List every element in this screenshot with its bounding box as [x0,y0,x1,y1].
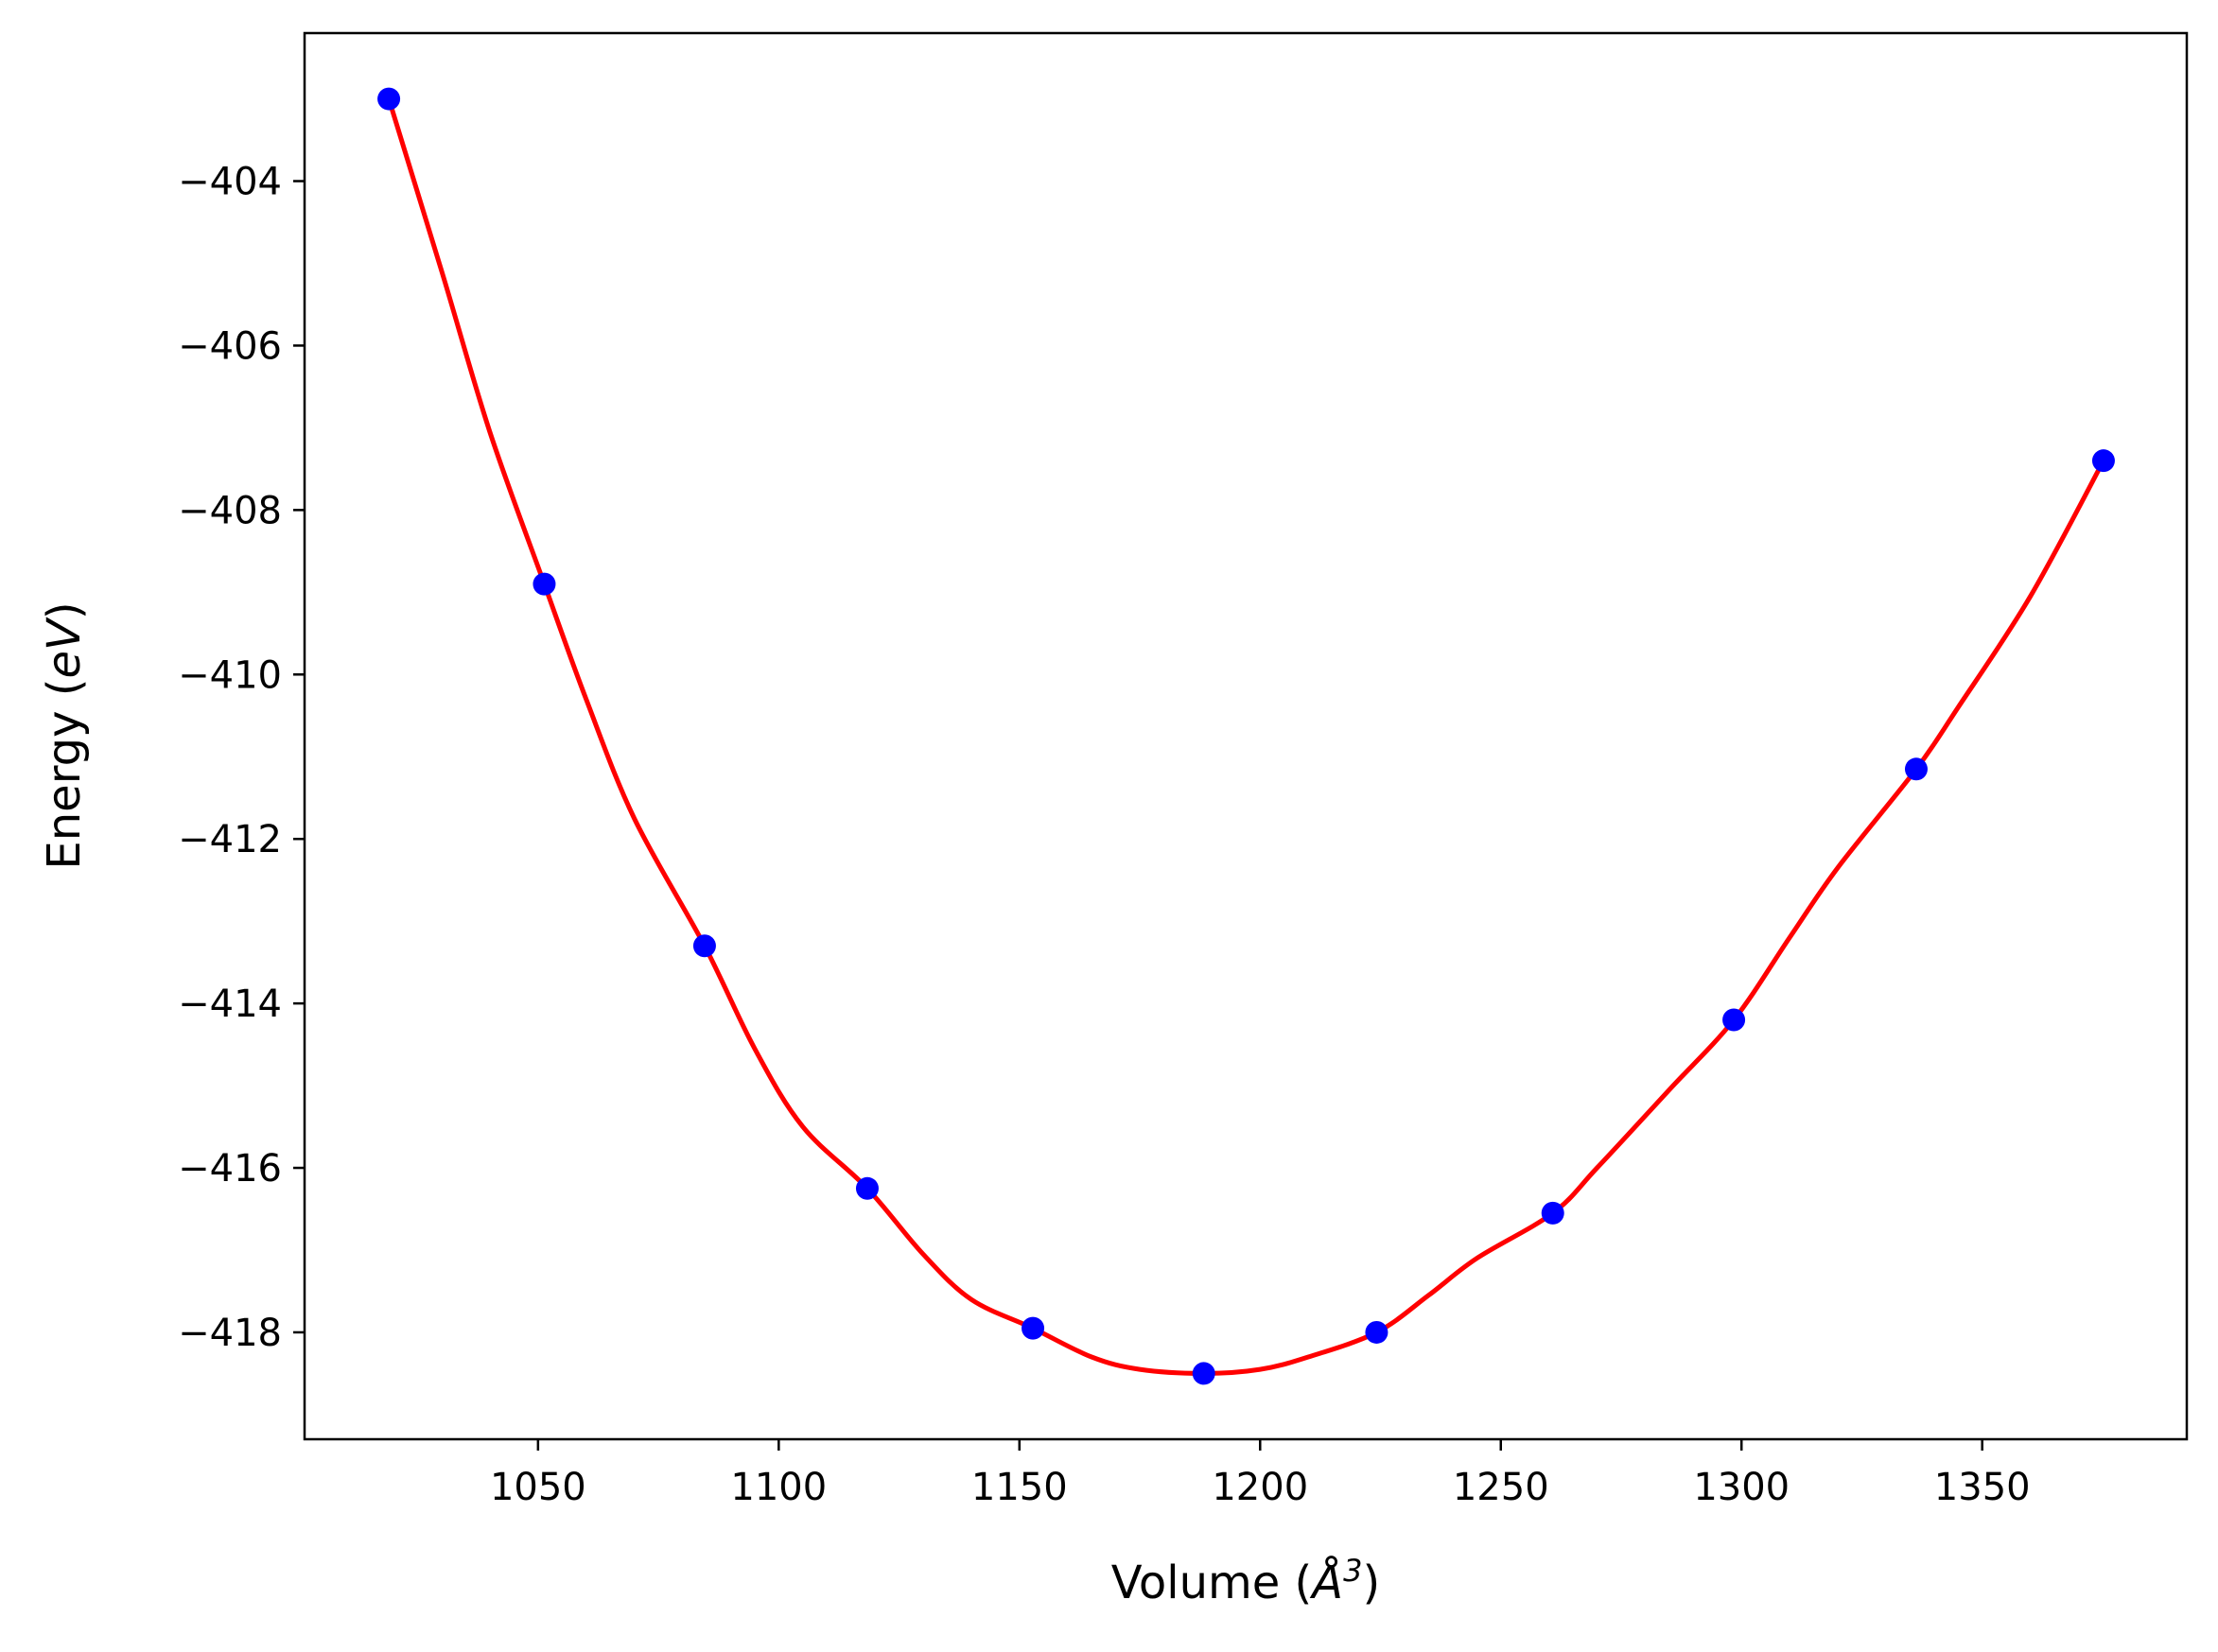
x-axis-label: Volume (Å3) [1111,1553,1380,1609]
y-tick-label: −414 [178,983,282,1026]
y-tick-label: −412 [178,818,282,861]
y-axis: −404 −406 −408 −410 −412 −414 −416 −418 [178,161,305,1355]
x-tick-label: 1300 [1693,1466,1790,1509]
y-tick-label: −404 [178,161,282,204]
data-point [1022,1316,1045,1340]
data-point [692,934,716,958]
data-point [1722,1008,1746,1032]
data-point [1365,1320,1388,1344]
data-point [855,1176,879,1200]
x-tick-label: 1100 [730,1466,827,1509]
data-points-layer [377,87,2115,1385]
data-point [533,572,556,596]
data-point [2091,449,2115,473]
y-tick-label: −406 [178,324,282,368]
plot-frame [303,31,2189,1441]
y-axis-label: Energy (eV) [38,601,91,869]
y-tick-label: −408 [178,489,282,532]
x-tick-label: 1200 [1212,1466,1308,1509]
y-tick-label: −418 [178,1312,282,1355]
x-tick-label: 1250 [1453,1466,1549,1509]
y-tick-label: −410 [178,653,282,697]
x-axis: 1050 1100 1150 1200 1250 1300 1350 [490,1439,2031,1509]
data-point [1904,757,1928,781]
data-point [1541,1201,1564,1225]
data-point [377,87,401,111]
x-tick-label: 1150 [971,1466,1068,1509]
x-tick-label: 1050 [490,1466,586,1509]
fit-curve [386,97,2106,1376]
data-point [1192,1362,1215,1385]
x-tick-label: 1350 [1934,1466,2031,1509]
y-tick-label: −416 [178,1147,282,1191]
fit-curve-layer [386,97,2106,1376]
